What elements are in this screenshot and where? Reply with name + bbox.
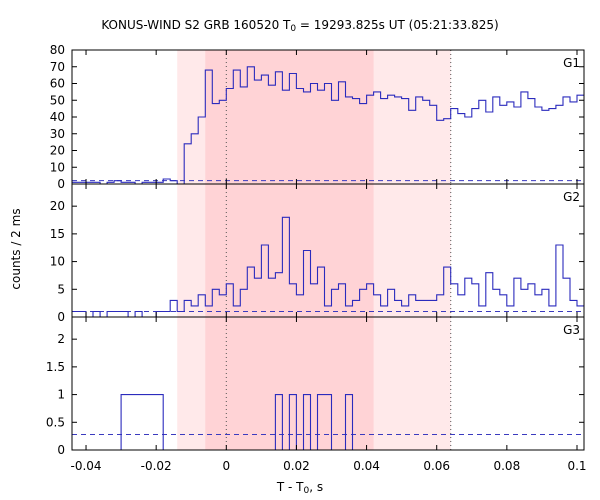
- panel-label-g2: G2: [563, 190, 580, 204]
- y-tick-label: 15: [50, 227, 65, 241]
- x-tick-label: 0.04: [353, 459, 380, 473]
- y-tick-label: 0: [57, 443, 65, 457]
- shaded-interval-dark: [205, 50, 374, 184]
- y-tick-label: 0: [57, 310, 65, 324]
- x-tick-label: 0.08: [493, 459, 520, 473]
- y-tick-label: 40: [50, 110, 65, 124]
- x-tick-label: 0.1: [567, 459, 586, 473]
- x-tick-label: 0: [222, 459, 230, 473]
- y-tick-label: 0: [57, 177, 65, 191]
- y-tick-label: 10: [50, 160, 65, 174]
- y-tick-label: 1: [57, 388, 65, 402]
- y-tick-label: 20: [50, 199, 65, 213]
- x-tick-label: 0.02: [283, 459, 310, 473]
- y-tick-label: 1.5: [46, 360, 65, 374]
- y-tick-label: 0.5: [46, 415, 65, 429]
- y-tick-label: 10: [50, 255, 65, 269]
- y-tick-label: 20: [50, 144, 65, 158]
- x-tick-label: -0.02: [141, 459, 172, 473]
- x-axis-label: T - T0, s: [276, 480, 324, 496]
- y-tick-label: 50: [50, 93, 65, 107]
- y-tick-label: 5: [57, 282, 65, 296]
- y-tick-label: 2: [57, 332, 65, 346]
- x-tick-label: -0.04: [70, 459, 101, 473]
- x-tick-label: 0.06: [423, 459, 450, 473]
- series-line-g2: [72, 216, 584, 318]
- y-tick-label: 70: [50, 60, 65, 74]
- series-line-g1: [72, 66, 584, 185]
- panel-label-g1: G1: [563, 56, 580, 70]
- chart-title: KONUS-WIND S2 GRB 160520 T0 = 19293.825s…: [101, 18, 499, 34]
- y-tick-label: 30: [50, 127, 65, 141]
- y-tick-label: 60: [50, 77, 65, 91]
- y-axis-label: counts / 2 ms: [9, 208, 23, 290]
- panel-label-g3: G3: [563, 323, 580, 337]
- panel-frame-g3: [71, 316, 585, 451]
- y-tick-label: 80: [50, 43, 65, 57]
